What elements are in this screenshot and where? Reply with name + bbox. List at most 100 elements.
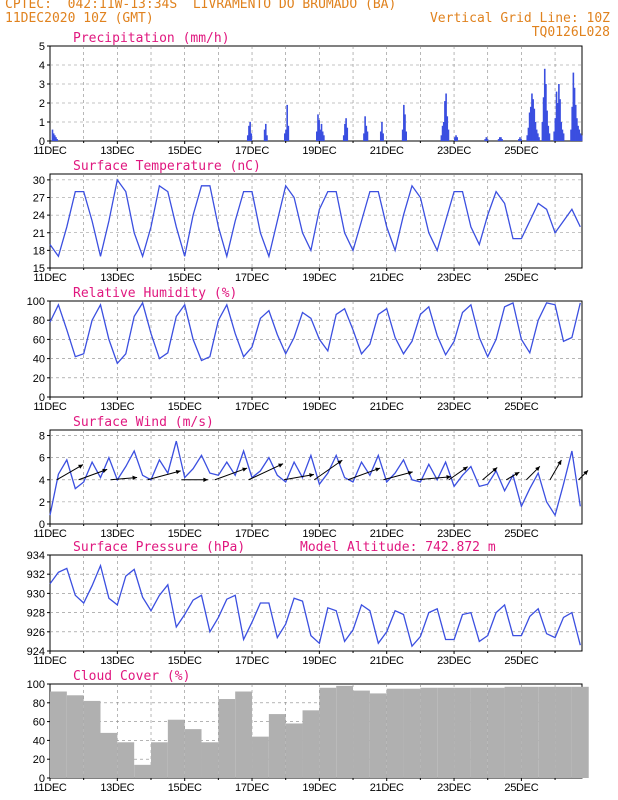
precip-bar bbox=[570, 129, 572, 141]
precip-bar bbox=[345, 118, 347, 141]
precip-bar bbox=[500, 137, 502, 141]
precip-bar bbox=[499, 137, 501, 141]
wind-arrowhead bbox=[337, 460, 343, 465]
precip-bar bbox=[520, 139, 522, 141]
x-tick-label: 25DEC bbox=[504, 528, 538, 540]
series-line bbox=[49, 178, 581, 259]
x-tick-label: 25DEC bbox=[504, 401, 538, 413]
precip-bar bbox=[320, 123, 323, 141]
precip-bar bbox=[562, 133, 565, 141]
panel-title: Cloud Cover (%) bbox=[73, 669, 190, 684]
precip-bar bbox=[266, 135, 268, 141]
precip-bar bbox=[534, 122, 537, 141]
wind-arrowhead bbox=[78, 464, 84, 469]
precip-bar bbox=[405, 131, 407, 141]
x-tick-label: 21DEC bbox=[370, 272, 404, 284]
precip-bar bbox=[323, 135, 325, 141]
y-tick-label: 24 bbox=[33, 210, 45, 222]
x-tick-label: 25DEC bbox=[504, 272, 538, 284]
precip-bar bbox=[560, 122, 563, 141]
precip-bar bbox=[54, 135, 56, 141]
precip-bar bbox=[456, 137, 459, 141]
precip-bar bbox=[546, 110, 548, 141]
x-tick-label: 25DEC bbox=[504, 782, 538, 794]
x-tick-label: 23DEC bbox=[437, 655, 471, 667]
panel-frame bbox=[49, 45, 583, 142]
precip-bar bbox=[246, 135, 249, 141]
x-tick-label: 17DEC bbox=[235, 145, 269, 157]
panel-5: 924 926 928 930 932 934 11DEC 13DEC 15DEC 17DEC 19… bbox=[27, 540, 583, 667]
precip-bar bbox=[264, 123, 267, 141]
panel-title: Surface Wind (m/s) bbox=[73, 415, 214, 430]
precip-bar bbox=[363, 133, 365, 141]
wind-arrowhead bbox=[375, 467, 381, 472]
precip-bar bbox=[576, 118, 578, 141]
panel-4: 0 2 4 6 8 11DEC 13DEC 15DEC 17DEC 19DEC 21DEC 23DEC… bbox=[33, 415, 589, 540]
precip-bar bbox=[444, 101, 446, 141]
precip-bar bbox=[531, 93, 533, 141]
x-tick-label: 13DEC bbox=[100, 401, 134, 413]
precip-bar bbox=[545, 84, 547, 141]
y-tick-label: 0 bbox=[39, 392, 45, 404]
wind-vector bbox=[283, 473, 315, 481]
y-tick-label: 934 bbox=[27, 550, 45, 562]
panel-frame bbox=[49, 173, 583, 269]
precip-bar bbox=[284, 133, 286, 141]
cloud-bar bbox=[571, 686, 589, 778]
panel-frame bbox=[49, 554, 583, 652]
cloud-bar bbox=[403, 688, 421, 778]
series-line bbox=[49, 301, 581, 365]
cloud-bar bbox=[555, 686, 572, 778]
y-tick-label: 100 bbox=[27, 679, 45, 691]
precip-bar bbox=[344, 123, 346, 141]
precip-bar bbox=[572, 72, 575, 141]
x-tick-label: 19DEC bbox=[302, 528, 336, 540]
precip-bar bbox=[538, 137, 540, 141]
y-tick-label: 15 bbox=[33, 263, 45, 275]
wind-arrowhead bbox=[102, 468, 108, 473]
cloud-bar bbox=[66, 695, 84, 778]
precip-bar bbox=[287, 125, 290, 141]
panel-3: 0 20 40 60 80 100 11DEC 13DEC 15DEC 17DEC 19DEC 21D… bbox=[27, 286, 583, 413]
precip-bar bbox=[497, 139, 500, 141]
header-date-line: 11DEC2020 10Z (GMT) bbox=[5, 11, 154, 26]
precip-bar bbox=[342, 135, 345, 141]
precip-bar bbox=[501, 139, 503, 141]
y-tick-label: 0 bbox=[39, 773, 45, 785]
cloud-bar bbox=[151, 742, 168, 778]
y-tick-label: 30 bbox=[33, 175, 45, 187]
x-tick-label: 11DEC bbox=[33, 528, 66, 540]
precip-bar bbox=[55, 137, 57, 141]
y-tick-label: 21 bbox=[33, 228, 45, 240]
y-tick-label: 932 bbox=[27, 569, 45, 581]
wind-vector bbox=[347, 467, 381, 481]
precip-bar bbox=[555, 91, 558, 141]
y-tick-label: 20 bbox=[33, 754, 45, 766]
x-tick-label: 13DEC bbox=[100, 272, 134, 284]
x-tick-label: 25DEC bbox=[504, 655, 538, 667]
precip-bar bbox=[286, 104, 288, 141]
panel-title: Surface Pressure (hPa) bbox=[73, 540, 245, 555]
precip-bar bbox=[528, 112, 531, 141]
precip-bar bbox=[577, 125, 579, 141]
cloud-bar bbox=[470, 687, 488, 778]
wind-vector bbox=[214, 467, 248, 481]
cloud-bar bbox=[420, 687, 438, 778]
x-tick-label: 11DEC bbox=[33, 782, 66, 794]
y-tick-label: 5 bbox=[39, 41, 45, 53]
y-tick-label: 18 bbox=[33, 245, 45, 257]
series-line bbox=[49, 563, 581, 648]
x-tick-label: 17DEC bbox=[235, 401, 269, 413]
precip-bar bbox=[454, 137, 456, 141]
x-tick-label: 11DEC bbox=[33, 145, 66, 157]
x-tick-label: 15DEC bbox=[168, 272, 202, 284]
cloud-bar bbox=[487, 687, 505, 778]
x-tick-label: 17DEC bbox=[235, 782, 269, 794]
precip-bar bbox=[484, 139, 486, 141]
cloud-bar bbox=[167, 719, 185, 778]
precip-bar bbox=[533, 108, 536, 141]
wind-arrowhead bbox=[203, 477, 208, 482]
precip-bar bbox=[404, 114, 406, 141]
wind-vector bbox=[416, 476, 452, 481]
precip-bar bbox=[440, 135, 443, 141]
